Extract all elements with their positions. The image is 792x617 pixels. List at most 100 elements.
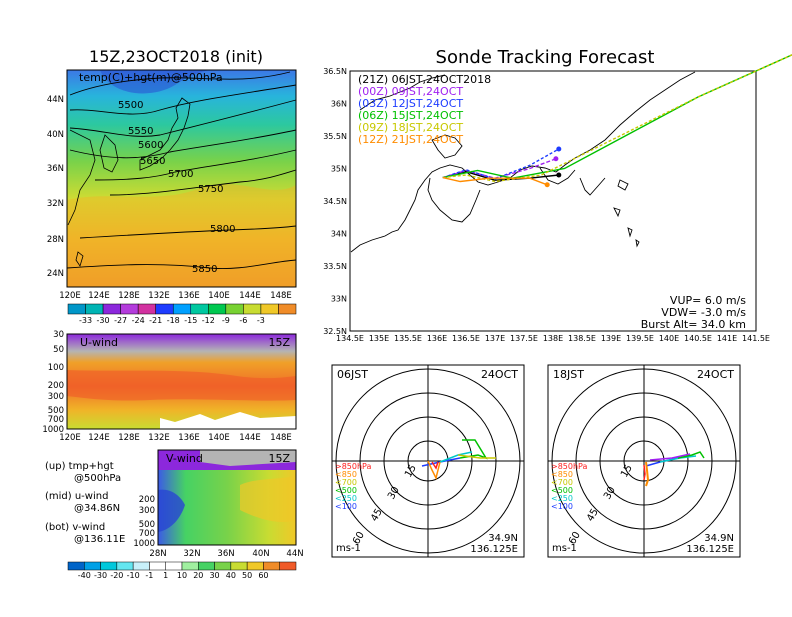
vwind-upper-gray — [200, 450, 296, 466]
colorbar-tick-label: -10 — [127, 571, 140, 580]
colorbar-tick-label: -40 — [78, 571, 91, 580]
colorbar-swatch — [67, 561, 85, 571]
polar-left-levels: >850hPa <850 <700 <500 <250 <100 — [335, 462, 372, 511]
x-tick-label: 36N — [217, 549, 234, 559]
polar-right-lat: 34.9N — [704, 533, 734, 544]
x-tick-label: 136E — [178, 291, 200, 301]
legend-bot-1: (bot) v-wind — [45, 522, 105, 533]
colorbar-swatch — [102, 303, 121, 315]
uwind-frame — [66, 333, 297, 430]
y-tick-label: 36.5N — [323, 67, 347, 76]
island — [627, 227, 633, 238]
right-title: Sonde Tracking Forecast — [436, 47, 655, 68]
contour-label: 5550 — [128, 126, 153, 137]
x-tick-label: 120E — [59, 291, 81, 301]
colorbar-tick-label: -18 — [167, 316, 180, 325]
coastline-taiwan — [75, 251, 84, 267]
coastline-china — [67, 129, 96, 226]
colorbar-tick-label: -6 — [239, 316, 247, 325]
contour-line — [69, 84, 297, 115]
colorbar-swatch — [208, 303, 227, 315]
x-tick-label: 139E — [601, 334, 621, 343]
x-tick-label: 132E — [148, 291, 170, 301]
level-label: >850hPa — [335, 462, 372, 471]
map-500hpa-x-ticks: 120E 124E 128E 132E 136E 140E 144E 148E — [59, 291, 292, 301]
track-legend-4: (09Z) 18JST,24OCT — [358, 121, 463, 134]
y-tick-label: 34N — [331, 230, 347, 239]
coastline-sea-of-japan — [359, 74, 446, 111]
colorbar-swatch — [181, 561, 199, 571]
contour-line — [109, 169, 297, 196]
contour-label: 5750 — [198, 184, 223, 195]
hodograph-orange — [645, 461, 650, 487]
x-tick-label: 140E — [208, 433, 230, 443]
x-tick-label: 144E — [239, 291, 261, 301]
colorbar-tick-label: 10 — [177, 571, 187, 580]
vwind-frame — [157, 449, 297, 546]
y-tick-label: 300 — [139, 506, 155, 516]
colorbar-tick-label: -33 — [79, 316, 92, 325]
island — [613, 207, 621, 218]
colorbar-tick-label: -30 — [94, 571, 107, 580]
y-tick-label: 35N — [331, 165, 347, 174]
level-label: <100 — [335, 502, 357, 511]
level-label: <250 — [335, 494, 357, 503]
x-tick-label: 32N — [183, 549, 200, 559]
polar-right-time: 18JST — [553, 368, 584, 381]
x-tick-label: 120E — [59, 433, 81, 443]
y-tick-label: 300 — [48, 392, 64, 402]
map-500hpa-frame — [66, 69, 297, 288]
colorbar-tick-label: 50 — [242, 571, 252, 580]
level-label: <700 — [335, 478, 357, 487]
level-label: <850 — [335, 470, 357, 479]
contour-label: 5600 — [138, 140, 163, 151]
colorbar-swatch — [214, 561, 232, 571]
burst-alt-value: Burst Alt= 34.0 km — [641, 318, 746, 331]
colorbar-swatch — [155, 303, 174, 315]
x-tick-label: 137E — [485, 334, 505, 343]
polar-left-panel: 15 30 45 60 06JST 24OCT >850hPa <850 <70… — [331, 364, 525, 558]
contour-line — [66, 259, 297, 270]
contour-label: 5500 — [118, 100, 143, 111]
x-tick-label: 136E — [427, 334, 447, 343]
uwind-x-ticks: 120E 124E 128E 132E 136E 140E 144E 148E — [59, 433, 292, 443]
left-title: 15Z,23OCT2018 (init) — [89, 47, 263, 66]
vwind-southerly-core — [240, 476, 296, 522]
uwind-terrain — [160, 412, 296, 429]
track-series-2 — [442, 148, 560, 180]
track-series-5 — [442, 176, 548, 186]
contour-line — [69, 99, 297, 137]
y-tick-label: 28N — [47, 235, 64, 245]
y-tick-label: 44N — [47, 95, 64, 105]
x-tick-label: 138.5E — [568, 334, 596, 343]
x-tick-label: 135.5E — [394, 334, 422, 343]
coastline-izu — [579, 177, 606, 196]
track-legend-0: (21Z) 06JST,24OCT2018 — [358, 73, 491, 86]
legend-up-1: (up) tmp+hgt — [45, 461, 114, 472]
colorbar-tick-label: -1 — [145, 571, 153, 580]
track-legend-3: (06Z) 15JST,24OCT — [358, 109, 463, 122]
vwind-panel: V-wind 15Z 200 300 500 700 1000 28N 32N … — [133, 449, 304, 559]
level-label: <500 — [335, 486, 357, 495]
hodograph-orange — [427, 460, 441, 481]
level-label: <500 — [551, 486, 573, 495]
y-tick-label: 200 — [139, 495, 155, 505]
wind-colorbar: -40 -30 -20 -10 -1 1 10 20 30 40 50 60 — [67, 561, 297, 580]
y-tick-label: 1000 — [133, 539, 155, 549]
colorbar-swatch — [100, 561, 118, 571]
vwind-y-ticks: 200 300 500 700 1000 — [133, 495, 155, 549]
colorbar-swatch — [230, 561, 248, 571]
colorbar-swatch — [165, 561, 183, 571]
x-tick-label: 128E — [118, 291, 140, 301]
x-tick-label: 28N — [149, 549, 166, 559]
polar-right-unit: ms-1 — [552, 543, 577, 554]
colorbar-tick-label: -3 — [257, 316, 265, 325]
coastline-korea — [99, 134, 119, 173]
colorbar-swatch — [279, 561, 297, 571]
colorbar-tick-label: 20 — [193, 571, 203, 580]
colorbar-tick-label: -12 — [202, 316, 215, 325]
colorbar-swatch — [225, 303, 244, 315]
level-label: <250 — [551, 494, 573, 503]
colorbar-swatch — [137, 303, 156, 315]
